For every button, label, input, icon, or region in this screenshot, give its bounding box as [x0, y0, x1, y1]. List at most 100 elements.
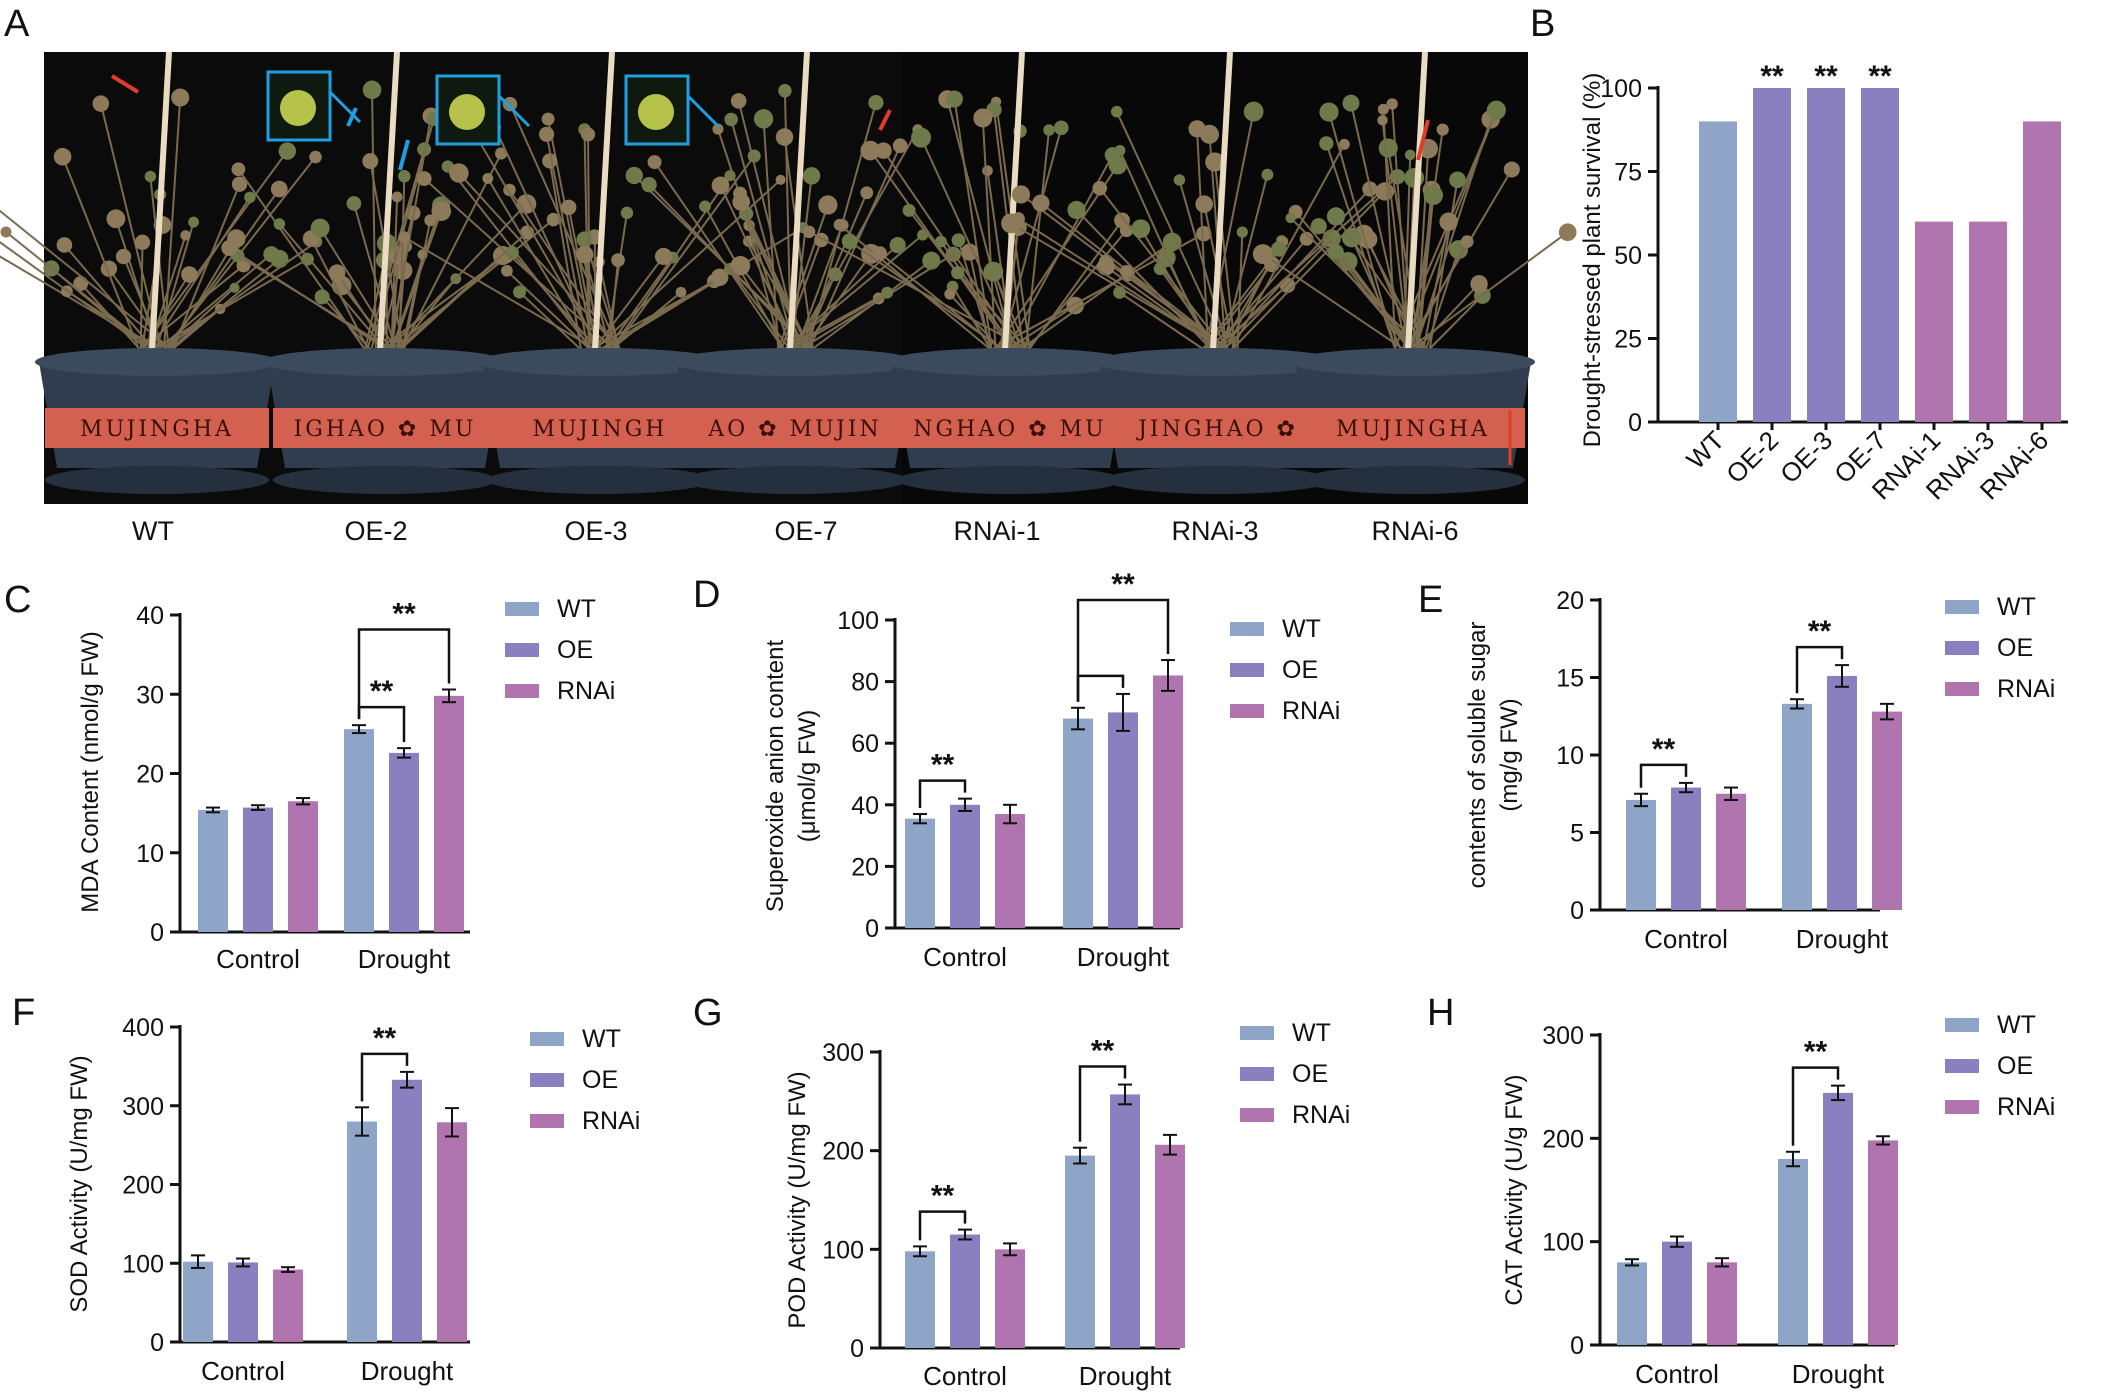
- plant-leaf: [775, 174, 786, 185]
- bar-oe-drought: [1110, 1094, 1140, 1348]
- plant-leaf: [171, 88, 190, 107]
- y-tick-label: 200: [822, 1138, 864, 1166]
- significance-marker: **: [392, 597, 416, 630]
- plant-leaf: [873, 246, 887, 261]
- legend-swatch-rnai: [505, 684, 539, 698]
- plant-leaf: [1173, 174, 1186, 186]
- support-stake: [149, 51, 172, 351]
- plant-leaf: [181, 266, 198, 283]
- plant-stem: [1381, 120, 1410, 351]
- plant-leaf: [231, 162, 246, 177]
- plant-stem: [567, 207, 598, 351]
- plant-stem: [518, 291, 583, 351]
- plant-leaf: [424, 214, 437, 227]
- plant-leaf: [730, 93, 747, 109]
- bar-rnai-drought: [434, 695, 464, 932]
- inset-connector: [497, 94, 531, 128]
- plant-leaf: [1486, 100, 1506, 120]
- plant-leaf: [1326, 207, 1346, 226]
- plant-pot-rnai-3: JINGHAO ✿: [1001, 51, 1406, 494]
- legend-swatch-oe: [1945, 1059, 1979, 1073]
- plant-leaf: [1327, 244, 1344, 261]
- plant-stem: [228, 247, 389, 351]
- pot-band: [45, 408, 269, 448]
- flower-closeup: [280, 90, 316, 126]
- y-tick-label: 100: [837, 607, 879, 635]
- panel-letter-c: C: [4, 579, 31, 621]
- legend-label-rnai: RNAi: [582, 1107, 640, 1135]
- plant-stem: [1407, 231, 1569, 351]
- genotype-label-oe-7: OE-7: [774, 516, 837, 546]
- plant-pot-rnai-6: MUJINGHA: [1252, 51, 1577, 494]
- plant-stem: [148, 196, 251, 351]
- panel-letter-e: E: [1418, 579, 1443, 621]
- plant-leaf: [1053, 120, 1069, 136]
- y-axis-title: MDA Content (nmol/g FW): [77, 631, 104, 912]
- plant-leaf: [1097, 257, 1115, 276]
- plant-leaf: [53, 147, 72, 166]
- pot-band: [683, 408, 907, 448]
- plant-leaf: [1439, 212, 1458, 231]
- legend-label-wt: WT: [1997, 1011, 2036, 1039]
- plant-stem: [63, 244, 156, 351]
- bar-oe-control: [228, 1262, 258, 1342]
- plant-leaf: [314, 289, 330, 305]
- bar-wt-drought: [1065, 1155, 1095, 1348]
- legend-swatch-wt: [1230, 622, 1264, 636]
- pot-rim: [673, 348, 917, 376]
- plant-leaf: [1067, 200, 1086, 220]
- y-tick-label: 200: [1542, 1125, 1584, 1153]
- plant-stem: [1118, 291, 1206, 351]
- plant-leaf: [546, 212, 561, 227]
- plant-stem: [704, 205, 786, 351]
- plant-leaf: [391, 191, 403, 203]
- chart-panel-f: F 0 100 200 300 400 SOD Activity (U/mg FW) Cont…: [12, 992, 640, 1386]
- y-tick-label: 50: [1614, 242, 1642, 270]
- plant-leaf: [221, 239, 238, 256]
- plant-leaf: [860, 186, 874, 200]
- x-category-label: Control: [923, 942, 1007, 972]
- plant-leaf: [860, 140, 881, 161]
- y-axis-title: SOD Activity (U/mg FW): [66, 1055, 93, 1312]
- plant-leaf: [362, 153, 379, 170]
- plant-stem: [0, 240, 150, 351]
- plant-stem: [99, 103, 163, 351]
- chart-panel-h: H 0 100 200 300 CAT Activity (U/g FW) Control D…: [1427, 992, 2055, 1389]
- legend-label-rnai: RNAi: [1282, 697, 1340, 725]
- significance-marker: **: [931, 1180, 955, 1213]
- plant-leaf: [560, 199, 577, 216]
- plant-leaf: [710, 268, 729, 287]
- legend-label-oe: OE: [1997, 1052, 2033, 1080]
- plant-leaf: [833, 218, 846, 231]
- legend-label-oe: OE: [1292, 1060, 1328, 1088]
- plant-pot-wt: MUJINGHA: [0, 51, 323, 494]
- plant-stem: [155, 221, 195, 351]
- plant-stem: [920, 137, 1019, 351]
- plant-leaf: [711, 176, 730, 195]
- support-stake: [787, 51, 810, 351]
- plant-leaf: [1236, 226, 1248, 238]
- plant-leaf: [1108, 156, 1127, 175]
- y-tick-label: 25: [1614, 326, 1642, 354]
- plant-leaf: [1032, 194, 1050, 212]
- plant-leaf: [1436, 123, 1449, 136]
- plant-leaf: [505, 245, 519, 260]
- panel-letter-d: D: [693, 574, 720, 616]
- plant-stem: [506, 270, 592, 351]
- plant-stem: [1178, 179, 1229, 351]
- plant-stem: [946, 99, 1014, 351]
- plant-stem: [1017, 217, 1225, 351]
- plant-leaf: [889, 237, 906, 254]
- plant-leaf: [495, 147, 508, 160]
- x-category-label: Control: [1635, 1359, 1719, 1389]
- plant-leaf: [973, 108, 993, 128]
- y-tick-label: 75: [1614, 159, 1642, 187]
- plant-stem: [1019, 241, 1173, 351]
- plant-leaf: [581, 127, 596, 142]
- bar-rnai-control: [1716, 793, 1746, 910]
- plant-leaf: [501, 264, 513, 277]
- bar-rnai-3: [1969, 221, 2007, 422]
- genotype-label-rnai-6: RNAi-6: [1371, 516, 1458, 546]
- plant-stem: [602, 226, 804, 351]
- chart-panel-e: E 0 5 10 15 20 contents of soluble sugar (mg/g …: [1418, 579, 2055, 954]
